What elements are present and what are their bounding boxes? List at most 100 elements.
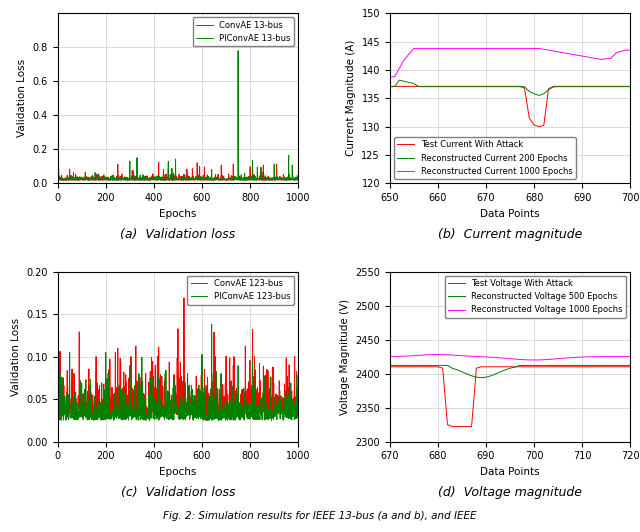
Reconstructed Current 200 Epochs bbox=[386, 84, 394, 90]
Test Current With Attack bbox=[458, 83, 466, 89]
PIConvAE 13-bus bbox=[240, 177, 248, 184]
PIConvAE 123-bus bbox=[294, 407, 302, 413]
Reconstructed Current 1000 Epochs bbox=[386, 73, 394, 80]
PIConvAE 13-bus bbox=[234, 47, 242, 54]
Line: PIConvAE 13-bus: PIConvAE 13-bus bbox=[58, 51, 298, 180]
Reconstructed Current 1000 Epochs bbox=[444, 45, 451, 52]
Reconstructed Current 1000 Epochs bbox=[621, 47, 629, 53]
Text: (d)  Voltage magnitude: (d) Voltage magnitude bbox=[438, 486, 582, 499]
Y-axis label: Current Magnitude (A): Current Magnitude (A) bbox=[346, 40, 356, 156]
PIConvAE 123-bus bbox=[219, 415, 227, 421]
ConvAE 13-bus bbox=[246, 176, 253, 182]
Reconstructed Voltage 1000 Epochs bbox=[468, 353, 476, 360]
PIConvAE 13-bus bbox=[78, 177, 86, 183]
X-axis label: Epochs: Epochs bbox=[159, 467, 196, 477]
Reconstructed Voltage 500 Epochs bbox=[386, 362, 394, 369]
Reconstructed Current 200 Epochs bbox=[535, 92, 543, 98]
Test Current With Attack bbox=[535, 123, 543, 130]
Reconstructed Voltage 500 Epochs bbox=[627, 362, 634, 369]
ConvAE 13-bus bbox=[151, 175, 159, 181]
Reconstructed Current 200 Epochs bbox=[627, 84, 634, 90]
Text: (b)  Current magnitude: (b) Current magnitude bbox=[438, 228, 582, 240]
Reconstructed Voltage 1000 Epochs bbox=[386, 353, 394, 360]
Line: ConvAE 13-bus: ConvAE 13-bus bbox=[58, 30, 298, 180]
Reconstructed Current 200 Epochs bbox=[444, 84, 451, 90]
Reconstructed Voltage 1000 Epochs bbox=[434, 351, 442, 358]
Test Voltage With Attack bbox=[627, 363, 634, 370]
Reconstructed Voltage 500 Epochs bbox=[439, 362, 447, 369]
ConvAE 13-bus bbox=[219, 174, 227, 181]
Reconstructed Current 200 Epochs bbox=[463, 84, 470, 90]
Reconstructed Current 200 Epochs bbox=[468, 84, 476, 90]
Test Current With Attack bbox=[627, 83, 634, 89]
ConvAE 13-bus bbox=[253, 177, 260, 184]
Reconstructed Voltage 1000 Epochs bbox=[444, 352, 451, 358]
Reconstructed Current 1000 Epochs bbox=[410, 45, 418, 52]
ConvAE 13-bus bbox=[54, 27, 61, 34]
Line: Reconstructed Current 200 Epochs: Reconstructed Current 200 Epochs bbox=[390, 80, 630, 95]
ConvAE 13-bus bbox=[78, 176, 86, 182]
Reconstructed Current 1000 Epochs bbox=[564, 51, 572, 57]
ConvAE 13-bus bbox=[159, 177, 167, 183]
ConvAE 123-bus bbox=[151, 408, 159, 414]
PIConvAE 13-bus bbox=[151, 176, 159, 182]
Reconstructed Voltage 1000 Epochs bbox=[531, 357, 538, 363]
Text: Fig. 2: Simulation results for IEEE 13-bus (a and b), and IEEE: Fig. 2: Simulation results for IEEE 13-b… bbox=[163, 511, 477, 521]
Reconstructed Current 200 Epochs bbox=[621, 84, 629, 90]
Reconstructed Current 1000 Epochs bbox=[463, 45, 470, 52]
Text: (c)  Validation loss: (c) Validation loss bbox=[121, 486, 235, 499]
Test Current With Attack bbox=[564, 83, 572, 89]
Y-axis label: Validation Loss: Validation Loss bbox=[17, 59, 27, 137]
Reconstructed Voltage 500 Epochs bbox=[463, 371, 470, 377]
Reconstructed Voltage 1000 Epochs bbox=[569, 354, 577, 361]
ConvAE 123-bus bbox=[180, 295, 188, 301]
Test Current With Attack bbox=[439, 83, 447, 89]
X-axis label: Data Points: Data Points bbox=[480, 467, 540, 477]
Legend: ConvAE 123-bus, PIConvAE 123-bus: ConvAE 123-bus, PIConvAE 123-bus bbox=[188, 276, 294, 305]
PIConvAE 13-bus bbox=[294, 177, 302, 183]
Reconstructed Current 200 Epochs bbox=[554, 84, 562, 90]
Line: ConvAE 123-bus: ConvAE 123-bus bbox=[58, 298, 298, 416]
Reconstructed Voltage 500 Epochs bbox=[564, 362, 572, 369]
PIConvAE 123-bus bbox=[54, 363, 61, 370]
PIConvAE 123-bus bbox=[160, 414, 168, 421]
ConvAE 123-bus bbox=[54, 387, 61, 394]
Test Voltage With Attack bbox=[468, 423, 476, 430]
ConvAE 123-bus bbox=[246, 358, 253, 364]
Line: PIConvAE 123-bus: PIConvAE 123-bus bbox=[58, 314, 298, 420]
Reconstructed Voltage 500 Epochs bbox=[477, 375, 485, 381]
Reconstructed Voltage 1000 Epochs bbox=[621, 353, 629, 360]
Test Voltage With Attack bbox=[439, 365, 447, 371]
Line: Reconstructed Current 1000 Epochs: Reconstructed Current 1000 Epochs bbox=[390, 48, 630, 77]
ConvAE 123-bus bbox=[242, 401, 250, 407]
PIConvAE 13-bus bbox=[159, 167, 167, 173]
Reconstructed Current 1000 Epochs bbox=[468, 45, 476, 52]
Reconstructed Current 1000 Epochs bbox=[627, 47, 634, 53]
PIConvAE 13-bus bbox=[242, 177, 250, 184]
Test Voltage With Attack bbox=[386, 363, 394, 370]
PIConvAE 13-bus bbox=[246, 176, 253, 182]
Test Voltage With Attack bbox=[621, 363, 629, 370]
Reconstructed Voltage 1000 Epochs bbox=[463, 353, 470, 359]
PIConvAE 123-bus bbox=[246, 416, 253, 422]
Legend: ConvAE 13-bus, PIConvAE 13-bus: ConvAE 13-bus, PIConvAE 13-bus bbox=[193, 18, 294, 46]
PIConvAE 123-bus bbox=[242, 401, 250, 407]
PIConvAE 123-bus bbox=[79, 409, 86, 415]
Legend: Test Current With Attack, Reconstructed Current 200 Epochs, Reconstructed Curren: Test Current With Attack, Reconstructed … bbox=[394, 137, 575, 179]
ConvAE 123-bus bbox=[220, 410, 227, 416]
ConvAE 13-bus bbox=[294, 176, 302, 182]
Test Current With Attack bbox=[621, 83, 629, 89]
PIConvAE 13-bus bbox=[54, 174, 61, 180]
Reconstructed Voltage 500 Epochs bbox=[458, 369, 466, 375]
Test Voltage With Attack bbox=[449, 423, 456, 430]
PIConvAE 123-bus bbox=[230, 417, 238, 423]
Reconstructed Current 200 Epochs bbox=[396, 77, 403, 84]
Reconstructed Voltage 1000 Epochs bbox=[554, 355, 562, 362]
Text: (a)  Validation loss: (a) Validation loss bbox=[120, 228, 236, 240]
PIConvAE 123-bus bbox=[54, 311, 61, 317]
Line: Test Current With Attack: Test Current With Attack bbox=[390, 86, 630, 127]
Test Voltage With Attack bbox=[564, 363, 572, 370]
Line: Test Voltage With Attack: Test Voltage With Attack bbox=[390, 367, 630, 427]
PIConvAE 123-bus bbox=[151, 410, 159, 416]
Test Current With Attack bbox=[550, 83, 557, 89]
